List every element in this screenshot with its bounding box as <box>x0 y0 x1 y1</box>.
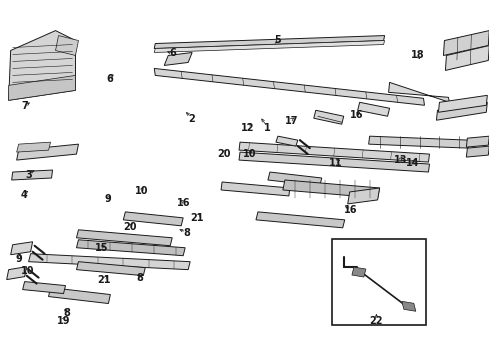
Polygon shape <box>276 136 298 146</box>
Text: 2: 2 <box>188 114 195 124</box>
Text: 9: 9 <box>16 254 23 264</box>
Text: 13: 13 <box>393 155 407 165</box>
Text: 9: 9 <box>105 194 112 204</box>
Text: 4: 4 <box>21 190 27 200</box>
Polygon shape <box>445 45 490 71</box>
Text: 21: 21 <box>191 213 204 222</box>
Text: 19: 19 <box>56 316 70 325</box>
Polygon shape <box>12 170 52 180</box>
Text: 7: 7 <box>22 102 28 112</box>
Text: 20: 20 <box>123 222 137 232</box>
Polygon shape <box>7 267 26 280</box>
Text: 11: 11 <box>329 158 342 168</box>
Polygon shape <box>368 136 469 148</box>
Polygon shape <box>11 242 33 255</box>
Text: 16: 16 <box>344 206 358 216</box>
Polygon shape <box>49 288 110 303</box>
Text: 10: 10 <box>21 266 34 276</box>
Polygon shape <box>283 180 380 198</box>
Text: 20: 20 <box>217 149 230 159</box>
Text: 10: 10 <box>135 186 148 197</box>
Polygon shape <box>256 212 345 228</box>
Polygon shape <box>17 144 78 160</box>
Polygon shape <box>28 254 190 270</box>
Polygon shape <box>154 36 385 49</box>
Text: 8: 8 <box>137 273 144 283</box>
Text: 22: 22 <box>369 316 383 325</box>
Polygon shape <box>55 36 78 55</box>
Polygon shape <box>389 82 449 102</box>
Text: 8: 8 <box>64 309 71 318</box>
Text: 8: 8 <box>183 228 190 238</box>
Polygon shape <box>76 262 145 276</box>
Text: 3: 3 <box>25 170 32 180</box>
Polygon shape <box>76 230 172 246</box>
Text: 6: 6 <box>170 48 176 58</box>
Polygon shape <box>154 68 424 105</box>
Polygon shape <box>314 110 343 124</box>
Polygon shape <box>439 95 488 112</box>
Polygon shape <box>443 31 490 55</box>
Bar <box>332 239 426 325</box>
Text: 21: 21 <box>98 275 111 285</box>
Polygon shape <box>358 102 390 116</box>
Text: 1: 1 <box>264 123 270 133</box>
Polygon shape <box>221 182 290 196</box>
Text: 12: 12 <box>241 123 255 133</box>
Polygon shape <box>268 172 322 186</box>
Polygon shape <box>76 240 185 256</box>
Polygon shape <box>23 282 66 293</box>
Polygon shape <box>164 53 192 66</box>
Polygon shape <box>17 142 50 152</box>
Text: 16: 16 <box>350 111 363 121</box>
Polygon shape <box>9 31 75 100</box>
Polygon shape <box>466 146 490 157</box>
Polygon shape <box>466 136 490 147</box>
Text: 17: 17 <box>285 116 298 126</box>
Polygon shape <box>239 142 429 162</box>
Text: 18: 18 <box>411 50 424 60</box>
Text: 6: 6 <box>106 74 113 84</box>
Text: 15: 15 <box>95 243 108 253</box>
Polygon shape <box>154 41 385 53</box>
Polygon shape <box>348 188 380 204</box>
Polygon shape <box>352 267 366 277</box>
Polygon shape <box>402 301 416 311</box>
Text: 14: 14 <box>406 158 419 168</box>
Text: 5: 5 <box>274 35 281 45</box>
Polygon shape <box>9 75 75 100</box>
Text: 16: 16 <box>177 198 191 208</box>
Polygon shape <box>239 152 429 172</box>
Polygon shape <box>123 212 183 226</box>
Polygon shape <box>437 102 488 120</box>
Text: 10: 10 <box>243 149 257 159</box>
